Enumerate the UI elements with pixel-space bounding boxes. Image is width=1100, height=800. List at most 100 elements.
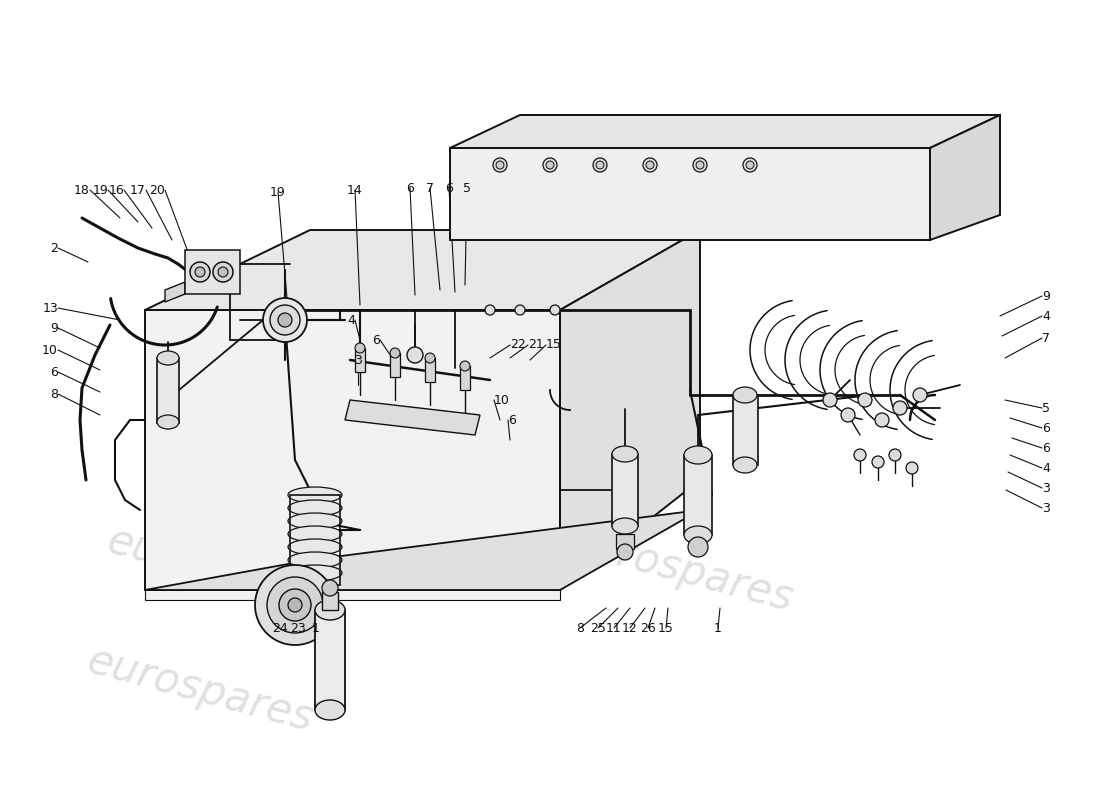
- Text: 13: 13: [42, 302, 58, 314]
- Text: eurospares: eurospares: [562, 145, 798, 246]
- Text: 9: 9: [51, 322, 58, 334]
- Text: 1: 1: [714, 622, 722, 634]
- Circle shape: [550, 305, 560, 315]
- Text: 3: 3: [354, 354, 362, 366]
- Bar: [290, 495, 340, 585]
- Text: 10: 10: [42, 343, 58, 357]
- Text: 11: 11: [606, 622, 621, 634]
- Circle shape: [893, 401, 907, 415]
- Text: 19: 19: [92, 183, 108, 197]
- Circle shape: [644, 158, 657, 172]
- Ellipse shape: [315, 700, 345, 720]
- Circle shape: [906, 462, 918, 474]
- Text: 6: 6: [446, 182, 453, 194]
- Ellipse shape: [288, 487, 342, 503]
- Bar: [355, 348, 365, 372]
- Circle shape: [543, 158, 557, 172]
- Bar: [390, 353, 400, 377]
- Circle shape: [288, 598, 302, 612]
- Text: 6: 6: [508, 414, 516, 426]
- Text: 6: 6: [51, 366, 58, 378]
- Text: 2: 2: [51, 242, 58, 254]
- Circle shape: [913, 388, 927, 402]
- Polygon shape: [345, 400, 480, 435]
- Circle shape: [263, 298, 307, 342]
- Circle shape: [746, 161, 754, 169]
- Bar: [185, 250, 240, 294]
- Circle shape: [874, 413, 889, 427]
- Circle shape: [742, 158, 757, 172]
- Ellipse shape: [684, 446, 712, 464]
- Circle shape: [279, 589, 311, 621]
- Text: 5: 5: [463, 182, 471, 194]
- Circle shape: [493, 158, 507, 172]
- Bar: [684, 455, 712, 535]
- Ellipse shape: [733, 457, 757, 473]
- Polygon shape: [560, 230, 700, 590]
- Circle shape: [646, 161, 654, 169]
- Circle shape: [823, 393, 837, 407]
- Text: 22: 22: [510, 338, 526, 351]
- Ellipse shape: [684, 526, 712, 544]
- Ellipse shape: [288, 513, 342, 529]
- Text: 14: 14: [348, 183, 363, 197]
- Ellipse shape: [733, 387, 757, 403]
- Text: 25: 25: [590, 622, 606, 634]
- Circle shape: [460, 361, 470, 371]
- Ellipse shape: [288, 500, 342, 516]
- Ellipse shape: [288, 552, 342, 568]
- Text: 21: 21: [528, 338, 543, 351]
- Text: 5: 5: [1042, 402, 1050, 414]
- Text: 24: 24: [272, 622, 288, 634]
- Text: 23: 23: [290, 622, 306, 634]
- Text: eurospares: eurospares: [562, 520, 798, 620]
- Text: eurospares: eurospares: [102, 520, 338, 620]
- Text: 3: 3: [1042, 482, 1049, 494]
- Text: 15: 15: [658, 622, 674, 634]
- Ellipse shape: [612, 518, 638, 534]
- Circle shape: [213, 262, 233, 282]
- Circle shape: [854, 449, 866, 461]
- Text: 4: 4: [1042, 462, 1049, 474]
- Circle shape: [322, 580, 338, 596]
- Text: 1: 1: [312, 622, 320, 634]
- Polygon shape: [450, 115, 1000, 148]
- Polygon shape: [145, 310, 560, 590]
- Circle shape: [496, 161, 504, 169]
- Circle shape: [515, 305, 525, 315]
- Text: 4: 4: [1042, 310, 1049, 322]
- Text: 8: 8: [576, 622, 584, 634]
- Text: 12: 12: [623, 622, 638, 634]
- Circle shape: [267, 577, 323, 633]
- Circle shape: [842, 408, 855, 422]
- Bar: [460, 366, 470, 390]
- Circle shape: [546, 161, 554, 169]
- Text: 15: 15: [546, 338, 562, 351]
- Polygon shape: [165, 282, 185, 302]
- Bar: [157, 358, 179, 423]
- Polygon shape: [145, 510, 700, 590]
- Polygon shape: [930, 115, 1000, 240]
- Circle shape: [390, 348, 400, 358]
- Circle shape: [355, 343, 365, 353]
- Circle shape: [696, 161, 704, 169]
- Text: 9: 9: [1042, 290, 1049, 302]
- Text: 6: 6: [406, 182, 414, 194]
- Circle shape: [425, 353, 435, 363]
- Ellipse shape: [288, 526, 342, 542]
- Text: 10: 10: [494, 394, 510, 406]
- Text: 6: 6: [372, 334, 379, 346]
- Circle shape: [688, 537, 708, 557]
- Ellipse shape: [612, 446, 638, 462]
- Text: 20: 20: [150, 183, 165, 197]
- Circle shape: [407, 347, 424, 363]
- Text: 6: 6: [1042, 422, 1049, 434]
- Text: 19: 19: [271, 186, 286, 198]
- Text: 17: 17: [130, 183, 146, 197]
- Circle shape: [218, 267, 228, 277]
- Circle shape: [693, 158, 707, 172]
- Ellipse shape: [157, 351, 179, 365]
- Circle shape: [872, 456, 884, 468]
- Circle shape: [278, 313, 292, 327]
- Bar: [322, 592, 338, 610]
